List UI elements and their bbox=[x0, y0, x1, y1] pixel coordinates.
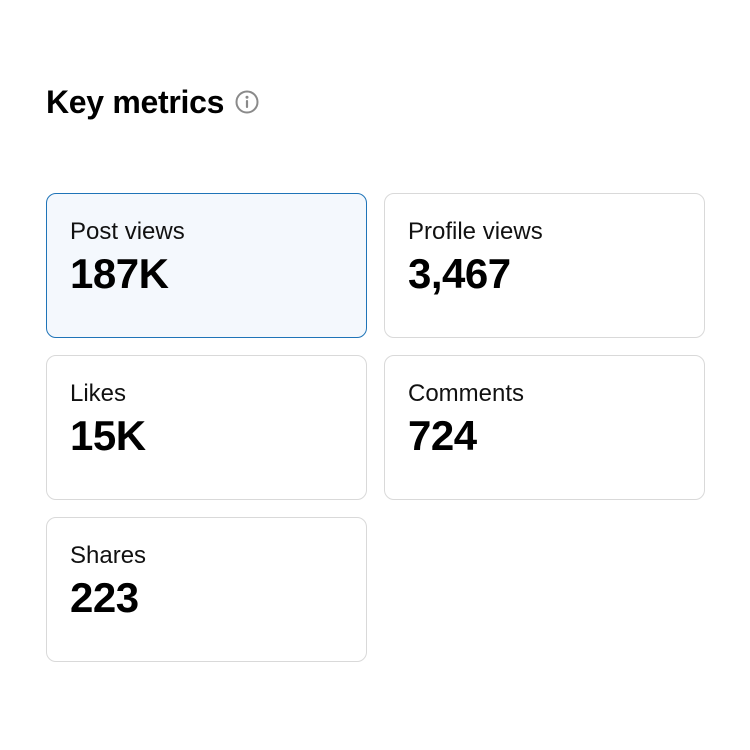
metric-card-likes[interactable]: Likes 15K bbox=[46, 355, 367, 500]
metrics-grid: Post views 187K Profile views 3,467 Like… bbox=[46, 193, 705, 662]
metric-card-post-views[interactable]: Post views 187K bbox=[46, 193, 367, 338]
metric-label: Likes bbox=[70, 380, 127, 407]
metric-value: 15K bbox=[70, 412, 146, 459]
metric-value: 3,467 bbox=[408, 250, 511, 297]
info-icon[interactable] bbox=[234, 89, 260, 115]
metric-label: Comments bbox=[408, 380, 525, 407]
metric-label: Post views bbox=[70, 218, 185, 245]
metric-card-shares[interactable]: Shares 223 bbox=[46, 517, 367, 662]
key-metrics-header: Key metrics bbox=[46, 82, 260, 122]
metric-label: Shares bbox=[70, 542, 147, 569]
metric-card-profile-views[interactable]: Profile views 3,467 bbox=[384, 193, 705, 338]
metric-value: 223 bbox=[70, 574, 139, 621]
metric-card-comments[interactable]: Comments 724 bbox=[384, 355, 705, 500]
metric-label: Profile views bbox=[408, 218, 543, 245]
page-title: Key metrics bbox=[46, 83, 225, 120]
metric-value: 724 bbox=[408, 412, 477, 459]
metric-value: 187K bbox=[70, 250, 169, 297]
